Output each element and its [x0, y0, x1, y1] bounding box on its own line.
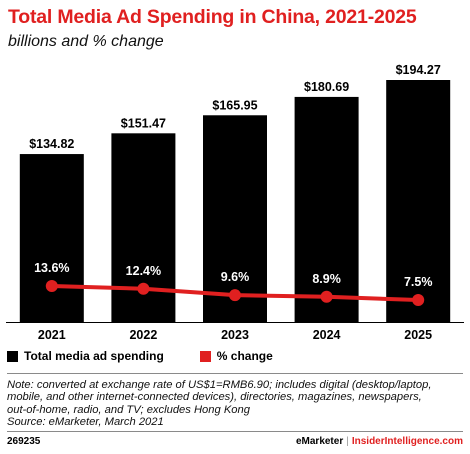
change-point-2024: [320, 290, 333, 303]
bar-value-label-2021: $134.82: [29, 137, 74, 151]
note-line-2: mobile, and other internet-connected dev…: [7, 391, 422, 404]
change-label-2025: 7.5%: [404, 275, 433, 289]
change-label-2024: 8.9%: [312, 272, 341, 286]
bar-value-label-2022: $151.47: [121, 116, 166, 130]
bar-value-label-2024: $180.69: [304, 80, 349, 94]
brand-name: eMarketer: [295, 436, 344, 447]
chart-note: Note: converted at exchange rate of US$1…: [7, 379, 463, 429]
chart-id: 269235: [7, 436, 41, 447]
note-line-1: Note: converted at exchange rate of US$1…: [7, 379, 432, 391]
change-point-2022: [137, 282, 150, 295]
legend: Total media ad spending % change: [7, 349, 309, 363]
note-line-3: out-of-home, radio, and TV; excludes Hon…: [7, 403, 250, 416]
bar-2023: [203, 115, 267, 322]
brand-separator: |: [346, 436, 349, 447]
divider-top: [7, 373, 463, 374]
x-tick-label-2021: 2021: [38, 328, 66, 342]
legend-swatch-spending: [7, 350, 18, 362]
legend-label-change: % change: [216, 349, 273, 363]
change-point-2023: [229, 289, 241, 302]
x-tick-label-2025: 2025: [404, 328, 432, 342]
footer-brand: eMarketer | InsiderIntelligence.com: [296, 436, 463, 447]
legend-item-change: % change: [199, 349, 273, 363]
bar-2021: [19, 154, 84, 322]
x-tick-label-2024: 2024: [313, 328, 341, 342]
chart-subtitle: billions and % change: [8, 33, 164, 50]
change-label-2022: 12.4%: [126, 264, 161, 278]
source-line: Source: eMarketer, March 2021: [7, 416, 164, 429]
x-tick-label-2022: 2022: [129, 328, 157, 342]
change-point-2021: [45, 280, 58, 292]
legend-swatch-change: [199, 350, 211, 362]
divider-bottom: [7, 431, 463, 432]
bar-2025: [386, 80, 451, 322]
legend-label-spending: Total media ad spending: [24, 349, 164, 363]
change-point-2025: [412, 294, 425, 306]
bar-2024: [294, 96, 359, 322]
change-label-2023: 9.6%: [221, 270, 250, 284]
bar-value-label-2023: $165.95: [212, 98, 257, 112]
bar-value-label-2025: $194.27: [396, 63, 441, 77]
brand-site: InsiderIntelligence.com: [351, 436, 463, 447]
chart-area: $134.82 2021 $151.47 2022 $165.95 2023 $180.69…: [6, 63, 464, 342]
legend-item-spending: Total media ad spending: [7, 349, 164, 363]
chart-title: Total Media Ad Spending in China, 2021-2…: [8, 6, 417, 28]
change-label-2021: 13.6%: [34, 261, 69, 275]
x-tick-label-2023: 2023: [221, 328, 249, 342]
